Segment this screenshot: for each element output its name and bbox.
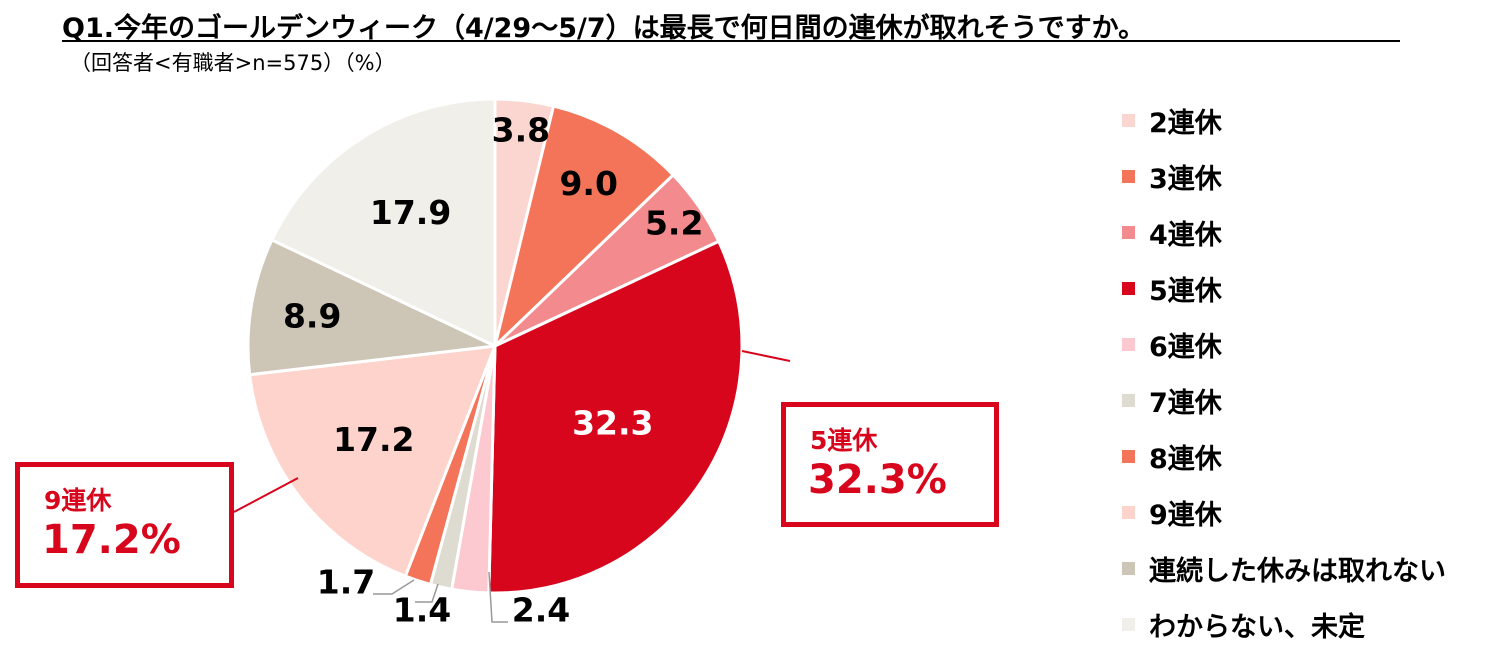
legend-swatch — [1122, 169, 1135, 183]
legend-swatch — [1122, 113, 1135, 127]
data-label-4: 32.3 — [572, 404, 653, 443]
legend-swatch — [1122, 393, 1135, 407]
legend-swatch — [1122, 561, 1135, 575]
legend-label: 連続した休みは取れない — [1149, 555, 1446, 587]
callout-value: 17.2% — [42, 517, 181, 563]
legend-swatch — [1122, 281, 1135, 295]
title-underline — [62, 40, 1400, 42]
legend-label: 9連休 — [1149, 499, 1222, 531]
pie-slice-4 — [487, 239, 744, 595]
callout-connector-1 — [741, 350, 791, 362]
legend-swatch — [1122, 225, 1135, 239]
chart-title: Q1.今年のゴールデンウィーク（4/29～5/7）は最長で何日間の連休が取れそう… — [62, 13, 1146, 44]
legend-label: 5連休 — [1149, 275, 1222, 307]
legend-label: 6連休 — [1149, 331, 1222, 363]
pie-slice-9 — [246, 238, 497, 377]
legend-label: 3連休 — [1149, 163, 1222, 195]
data-label-3: 5.2 — [645, 204, 703, 243]
data-label-9: 8.9 — [283, 296, 341, 335]
data-label-5: 2.4 — [512, 591, 570, 630]
pie-slices — [246, 97, 744, 595]
legend-label: 7連休 — [1149, 387, 1222, 419]
legend-item: 5連休 — [1122, 260, 1446, 316]
pie-slice-8 — [248, 344, 497, 578]
pie-slice-2 — [493, 104, 675, 348]
legend-item: 8連休 — [1122, 428, 1446, 484]
leader-line-6 — [415, 583, 439, 603]
data-label-10: 17.9 — [370, 193, 451, 232]
data-label-7: 1.7 — [317, 563, 375, 602]
leader-lines — [233, 350, 791, 623]
legend-swatch — [1122, 617, 1135, 631]
leader-line-5 — [488, 571, 508, 623]
callout-connector-2 — [233, 477, 299, 513]
data-labels: 3.89.0 5.2 32.3 2.4 1.4 1.7 17.2 8.9 17.9 — [283, 111, 703, 630]
legend-item: 2連休 — [1122, 92, 1446, 148]
legend-swatch — [1122, 449, 1135, 463]
legend-swatch — [1122, 337, 1135, 351]
chart-subtitle: （回答者<有職者>n=575）（%） — [70, 51, 396, 75]
pie-slice-10 — [270, 97, 497, 348]
legend-item: 連続した休みは取れない — [1122, 540, 1446, 596]
data-label-1: 3.8 — [492, 111, 550, 150]
callout-value: 32.3% — [808, 457, 947, 503]
data-label-2: 9.0 — [559, 164, 617, 203]
legend-swatch — [1122, 505, 1135, 519]
legend-item: 6連休 — [1122, 316, 1446, 372]
leader-line-7 — [373, 579, 415, 595]
data-label-6: 1.4 — [393, 591, 451, 630]
legend-label: 2連休 — [1149, 107, 1222, 139]
callout-5-day: 5連休 32.3% — [781, 402, 999, 527]
legend-item: 3連休 — [1122, 148, 1446, 204]
legend: 2連休 3連休 4連休 5連休 6連休 7連休 8連休 9連休連続した休みは取れない わからない… — [1122, 92, 1446, 652]
callout-category: 5連休 — [810, 426, 878, 455]
legend-item: 4連休 — [1122, 204, 1446, 260]
callout-9-day: 9連休 17.2% — [15, 462, 234, 588]
legend-label: 8連休 — [1149, 443, 1222, 475]
data-label-8: 17.2 — [333, 420, 414, 459]
legend-item: 9連休 — [1122, 484, 1446, 540]
legend-item: 7連休 — [1122, 372, 1446, 428]
callout-category: 9連休 — [44, 486, 112, 515]
legend-item: わからない、未定 — [1122, 596, 1446, 652]
legend-label: わからない、未定 — [1149, 611, 1365, 643]
legend-label: 4連休 — [1149, 219, 1222, 251]
